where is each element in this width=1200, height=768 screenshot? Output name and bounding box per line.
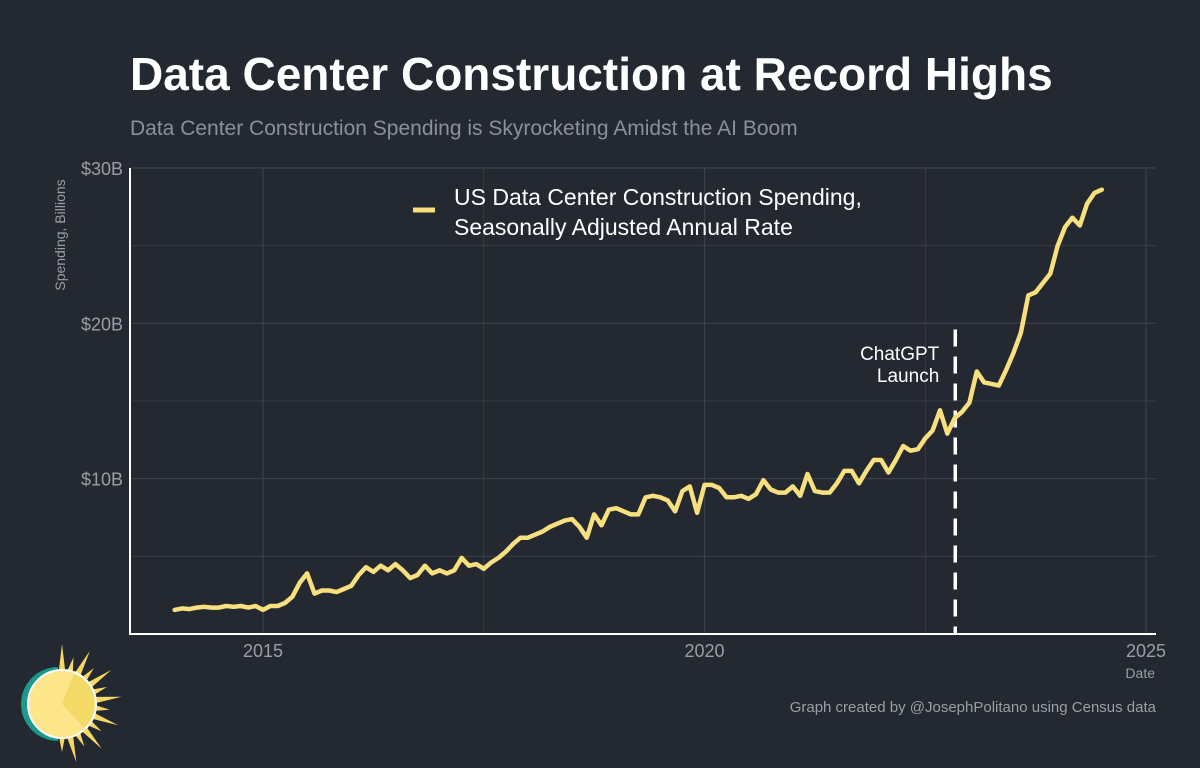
gridlines — [130, 167, 1156, 634]
sun-ray — [91, 696, 122, 704]
credit-text: Graph created by @JosephPolitano using C… — [790, 699, 1157, 716]
sun-ray — [65, 732, 77, 763]
y-tick-label: $20B — [81, 314, 123, 334]
series-points — [174, 189, 1102, 611]
x-tick-label: 2020 — [684, 641, 724, 661]
y-axis-label: Spending, Billions — [52, 179, 68, 290]
chart-subtitle: Data Center Construction Spending is Sky… — [130, 117, 798, 140]
y-tick-labels: $10B $20B $30B — [81, 159, 123, 490]
x-tick-label: 2015 — [243, 641, 283, 661]
legend-label-line1: US Data Center Construction Spending, — [454, 184, 862, 210]
x-tick-label: 2025 — [1126, 641, 1166, 661]
annotation-label-line2: Launch — [877, 366, 939, 387]
chart-title: Data Center Construction at Record Highs — [130, 48, 1053, 100]
y-tick-label: $10B — [81, 470, 123, 490]
series-line-data-center-spending — [172, 187, 1105, 613]
sun-ray — [72, 650, 90, 680]
chatgpt-annotation: ChatGPT Launch — [860, 329, 958, 634]
x-axis-label: Date — [1125, 665, 1155, 681]
y-tick-label: $30B — [81, 159, 123, 179]
legend-label-line2: Seasonally Adjusted Annual Rate — [454, 214, 793, 240]
sun-logo-icon — [21, 644, 122, 763]
x-tick-labels: 2015 2020 2025 — [243, 641, 1166, 661]
sun-ray — [88, 711, 119, 726]
sun-ray — [58, 644, 66, 675]
legend: US Data Center Construction Spending, Se… — [413, 184, 862, 240]
annotation-label-line1: ChatGPT — [860, 344, 940, 365]
